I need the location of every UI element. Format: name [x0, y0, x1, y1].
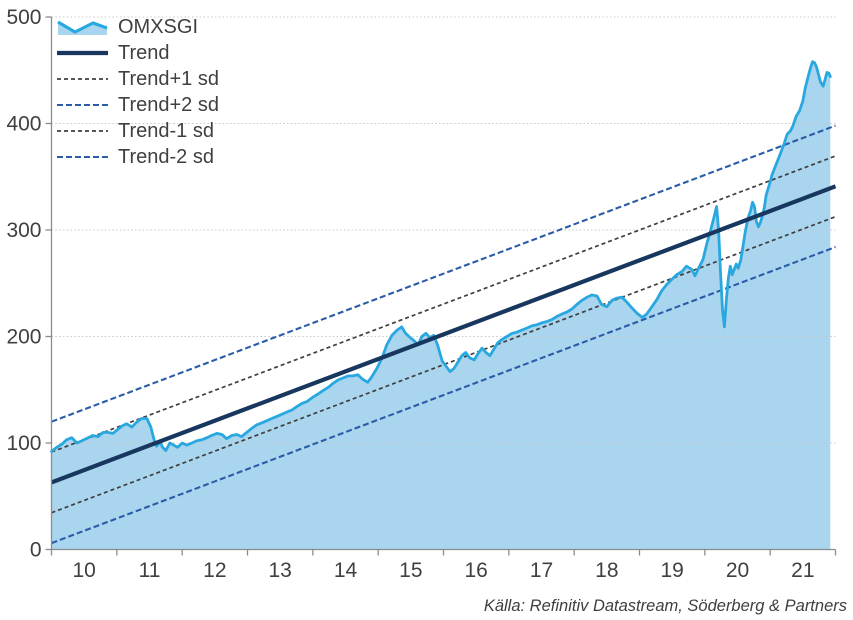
- x-tick-label: 21: [791, 559, 814, 582]
- legend-label-trend-plus-2sd: Trend+2 sd: [118, 94, 219, 116]
- omxsgi-area-fill: [51, 61, 831, 550]
- sd-line: [51, 124, 836, 423]
- omxsgi-area-swatch-icon: [57, 20, 108, 35]
- omxsgi-line: [50, 60, 832, 453]
- x-tick-label: 15: [399, 559, 422, 582]
- y-tick-label: 200: [6, 326, 41, 349]
- x-tick-label: 13: [268, 559, 291, 582]
- y-tick-label: 100: [6, 432, 41, 455]
- x-tick-label: 14: [334, 559, 358, 582]
- y-tick-label: 0: [30, 539, 42, 562]
- legend-item-trend-plus-1sd: Trend+1 sd: [57, 66, 219, 92]
- gray-dashed-line-swatch-icon: [57, 130, 108, 132]
- blue-dashed-line-swatch-icon: [57, 155, 108, 159]
- legend-item-trend-minus-2sd: Trend-2 sd: [57, 144, 219, 170]
- legend-label-omxsgi: OMXSGI: [118, 16, 199, 38]
- trend-line-swatch-icon: [57, 50, 108, 56]
- legend-label-trend: Trend: [118, 42, 170, 64]
- x-tick-label: 17: [530, 559, 553, 582]
- x-tick-label: 11: [139, 559, 161, 582]
- legend-label-trend-minus-1sd: Trend-1 sd: [118, 120, 214, 142]
- legend-label-trend-plus-1sd: Trend+1 sd: [118, 68, 219, 90]
- y-tick-label: 400: [6, 113, 41, 136]
- source-caption: Källa: Refinitiv Datastream, Söderberg &…: [483, 597, 847, 615]
- legend-label-trend-minus-2sd: Trend-2 sd: [118, 146, 214, 168]
- gray-dashed-line-swatch-icon: [57, 78, 108, 80]
- chart-legend: OMXSGI Trend Trend+1 sd Trend+2 sd Trend: [57, 14, 219, 170]
- x-tick-label: 12: [203, 559, 226, 582]
- legend-item-omxsgi: OMXSGI: [57, 14, 219, 40]
- x-tick-label: 19: [660, 559, 683, 582]
- y-tick-label: 500: [6, 6, 41, 29]
- trend-line: [50, 184, 837, 485]
- x-tick-label: 20: [726, 559, 749, 582]
- x-tick-label: 18: [595, 559, 618, 582]
- x-tick-label: 10: [72, 559, 95, 582]
- sd-line: [51, 246, 836, 545]
- y-tick-label: 300: [6, 219, 41, 242]
- x-tick-label: 16: [464, 559, 487, 582]
- blue-dashed-line-swatch-icon: [57, 103, 108, 107]
- legend-item-trend: Trend: [57, 40, 219, 66]
- legend-item-trend-minus-1sd: Trend-1 sd: [57, 118, 219, 144]
- legend-item-trend-plus-2sd: Trend+2 sd: [57, 92, 219, 118]
